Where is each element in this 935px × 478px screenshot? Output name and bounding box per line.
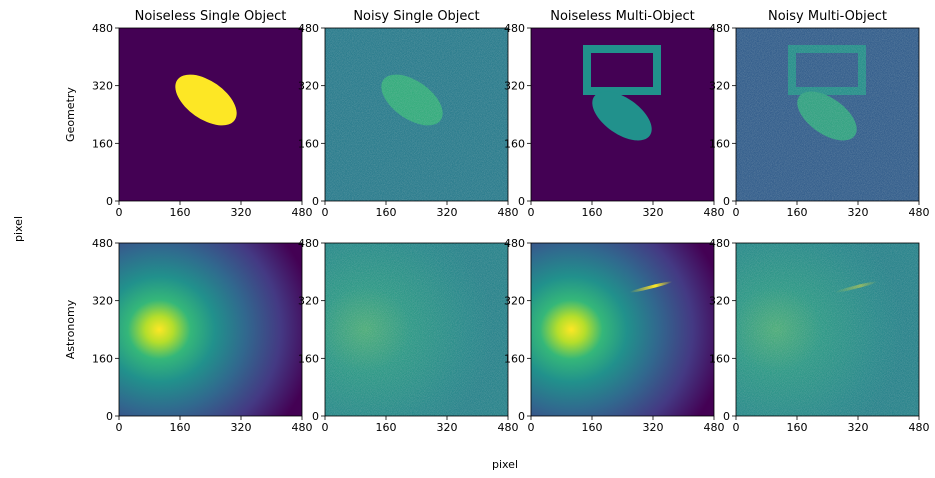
x-tick-label: 480 xyxy=(498,206,519,219)
y-tick-label: 0 xyxy=(518,195,525,208)
y-tick-label: 320 xyxy=(92,80,113,93)
y-tick-label: 160 xyxy=(504,352,525,365)
panel: 0 160 320 480 0 160 320 480 xyxy=(504,22,725,219)
x-tick-label: 0 xyxy=(116,206,123,219)
y-tick-label: 480 xyxy=(504,22,525,35)
image xyxy=(531,28,714,201)
y-tick-label: 320 xyxy=(504,80,525,93)
panel: 0 160 320 480 0 160 320 480 xyxy=(504,237,725,434)
y-tick-label: 0 xyxy=(312,410,319,423)
image xyxy=(119,28,302,201)
noise xyxy=(325,28,508,201)
y-tick-label: 320 xyxy=(298,80,319,93)
x-tick-label: 0 xyxy=(733,421,740,434)
x-tick-label: 480 xyxy=(909,206,930,219)
y-tick-label: 480 xyxy=(92,237,113,250)
x-axis-label: pixel xyxy=(492,458,518,471)
panel: 0 160 320 480 0 160 320 480 xyxy=(298,237,519,434)
x-tick-label: 480 xyxy=(909,421,930,434)
x-tick-label: 320 xyxy=(848,206,869,219)
noise xyxy=(325,243,508,416)
x-tick-label: 0 xyxy=(528,421,535,434)
x-tick-label: 480 xyxy=(704,206,725,219)
y-tick-label: 320 xyxy=(92,295,113,308)
image xyxy=(119,243,302,416)
x-tick-label: 0 xyxy=(733,206,740,219)
x-tick-label: 0 xyxy=(528,206,535,219)
noise xyxy=(736,243,919,416)
x-tick-label: 0 xyxy=(116,421,123,434)
y-tick-label: 0 xyxy=(312,195,319,208)
y-tick-label: 320 xyxy=(504,295,525,308)
panel-title: Noisy Single Object xyxy=(353,9,479,24)
y-tick-label: 480 xyxy=(298,237,319,250)
x-tick-label: 320 xyxy=(848,421,869,434)
image xyxy=(325,28,508,201)
panel: 0 160 320 480 0 160 320 480 xyxy=(298,22,519,219)
y-tick-label: 160 xyxy=(298,137,319,150)
y-tick-label: 0 xyxy=(518,410,525,423)
image xyxy=(325,243,508,416)
panel-title: Noisy Multi-Object xyxy=(768,9,887,24)
x-tick-label: 160 xyxy=(170,206,191,219)
y-tick-label: 480 xyxy=(709,237,730,250)
y-tick-label: 320 xyxy=(298,295,319,308)
image xyxy=(736,243,919,416)
x-tick-label: 160 xyxy=(376,421,397,434)
x-tick-label: 480 xyxy=(498,421,519,434)
image xyxy=(736,28,919,201)
y-tick-label: 320 xyxy=(709,80,730,93)
panel: 0 160 320 480 0 160 320 480 xyxy=(92,22,313,219)
background xyxy=(119,243,302,416)
x-tick-label: 480 xyxy=(292,206,313,219)
y-tick-label: 0 xyxy=(723,410,730,423)
x-tick-label: 160 xyxy=(170,421,191,434)
x-tick-label: 160 xyxy=(376,206,397,219)
y-axis-label: pixel xyxy=(12,216,25,242)
x-tick-label: 480 xyxy=(292,421,313,434)
y-tick-label: 160 xyxy=(298,352,319,365)
y-tick-label: 0 xyxy=(106,195,113,208)
y-tick-label: 480 xyxy=(298,22,319,35)
panel: 0 160 320 480 0 160 320 480 xyxy=(709,237,930,434)
x-tick-label: 320 xyxy=(231,206,252,219)
x-tick-label: 320 xyxy=(643,421,664,434)
y-tick-label: 320 xyxy=(709,295,730,308)
y-tick-label: 160 xyxy=(709,352,730,365)
row-label: Geometry xyxy=(64,87,77,142)
x-tick-label: 320 xyxy=(437,206,458,219)
x-tick-label: 0 xyxy=(322,421,329,434)
x-tick-label: 160 xyxy=(787,206,808,219)
x-tick-label: 480 xyxy=(704,421,725,434)
y-tick-label: 0 xyxy=(106,410,113,423)
y-tick-label: 480 xyxy=(92,22,113,35)
y-tick-label: 160 xyxy=(92,352,113,365)
y-tick-label: 160 xyxy=(92,137,113,150)
y-tick-label: 160 xyxy=(709,137,730,150)
y-tick-label: 480 xyxy=(709,22,730,35)
x-tick-label: 320 xyxy=(437,421,458,434)
y-tick-label: 160 xyxy=(504,137,525,150)
x-tick-label: 160 xyxy=(787,421,808,434)
row-label: Astronomy xyxy=(64,299,77,359)
x-tick-label: 320 xyxy=(231,421,252,434)
image xyxy=(531,243,714,416)
panel-title: Noiseless Single Object xyxy=(135,9,287,24)
noise xyxy=(736,28,919,201)
background xyxy=(531,243,714,416)
y-tick-label: 0 xyxy=(723,195,730,208)
x-tick-label: 160 xyxy=(582,206,603,219)
x-tick-label: 320 xyxy=(643,206,664,219)
panel: 0 160 320 480 0 160 320 480 xyxy=(92,237,313,434)
x-tick-label: 160 xyxy=(582,421,603,434)
figure: pixel pixel Geometry01603204800160320480… xyxy=(0,0,935,474)
panel: 0 160 320 480 0 160 320 480 xyxy=(709,22,930,219)
x-tick-label: 0 xyxy=(322,206,329,219)
panel-title: Noiseless Multi-Object xyxy=(550,9,695,24)
y-tick-label: 480 xyxy=(504,237,525,250)
